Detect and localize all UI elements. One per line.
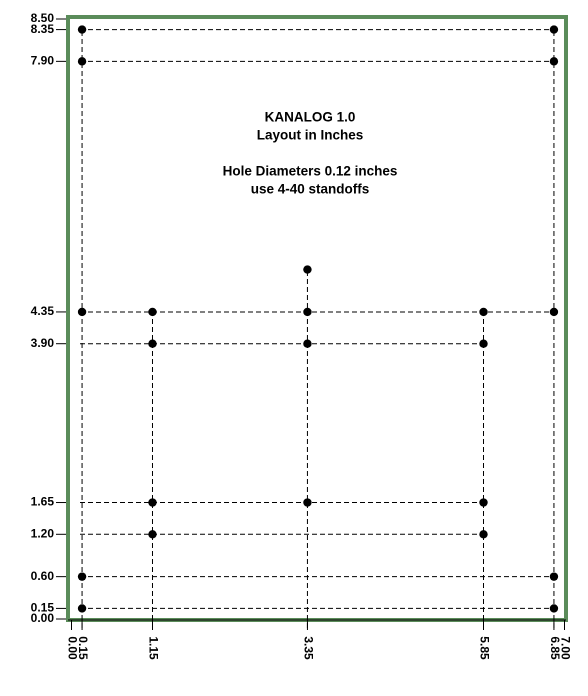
hole: [549, 307, 559, 317]
hole: [303, 307, 312, 317]
hole: [549, 25, 559, 34]
title-line: use 4-40 standoffs: [251, 182, 370, 197]
title-line: Layout in Inches: [257, 128, 364, 143]
hole: [77, 57, 87, 66]
y-tick-label: 3.90: [31, 336, 55, 350]
hole: [479, 530, 488, 539]
x-tick-label: 6.85: [548, 636, 562, 660]
y-tick-label: 0.15: [31, 601, 55, 615]
y-tick-label: 0.60: [31, 569, 55, 583]
hole: [148, 307, 157, 317]
hole: [479, 307, 488, 317]
hole: [148, 530, 157, 539]
y-tick-label: 0.00: [31, 611, 55, 625]
hole: [148, 339, 157, 348]
x-tick-label: 1.15: [146, 636, 160, 660]
title-line: Hole Diameters 0.12 inches: [223, 164, 398, 179]
x-tick-label: 0.15: [76, 636, 90, 660]
hole: [148, 498, 157, 507]
x-tick-label: 0.00: [65, 636, 79, 660]
x-tick-label: 7.00: [558, 636, 572, 660]
hole: [303, 498, 312, 507]
x-tick-label: 3.35: [301, 636, 315, 660]
y-tick-label: 8.35: [31, 22, 55, 36]
hole: [77, 572, 87, 581]
hole: [479, 498, 488, 507]
hole: [77, 604, 87, 613]
y-tick-label: 4.35: [31, 304, 55, 318]
board-outline: [66, 15, 568, 622]
x-tick-label: 5.85: [477, 636, 491, 660]
hole: [303, 339, 312, 348]
title-line: KANALOG 1.0: [265, 110, 356, 125]
y-tick-label: 8.50: [31, 11, 55, 25]
y-tick-label: 1.65: [31, 495, 55, 509]
hole: [549, 572, 559, 581]
hole: [479, 339, 488, 348]
y-tick-label: 1.20: [31, 526, 55, 540]
hole: [77, 25, 87, 34]
hole: [303, 265, 312, 274]
hole: [549, 604, 559, 613]
y-tick-label: 7.90: [31, 54, 55, 68]
hole: [77, 307, 87, 317]
hole: [549, 57, 559, 66]
